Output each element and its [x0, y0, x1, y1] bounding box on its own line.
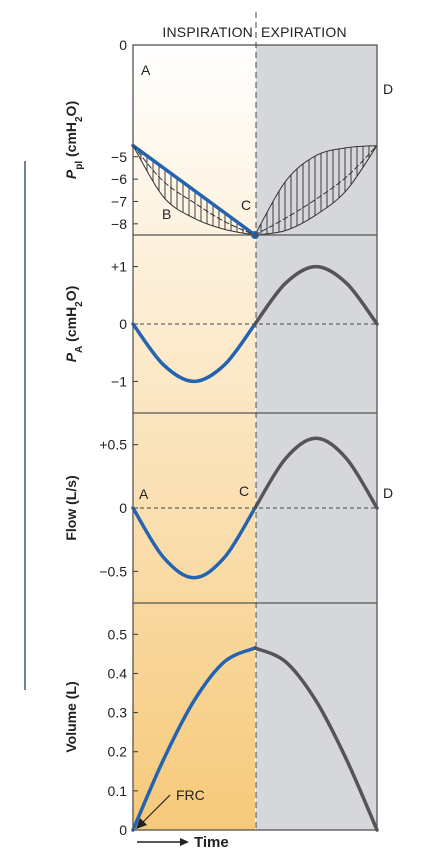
plot-frame	[132, 44, 378, 831]
frc-annotation: FRC	[176, 787, 205, 803]
ytick-label-volume-1: 0.1	[108, 783, 128, 799]
ytick-label-alveolar_pressure-1: 0	[119, 316, 127, 332]
series-line-volume-expiration-1	[253, 646, 379, 832]
series-line-volume-inspiration-0	[131, 646, 257, 832]
frc-arrow	[141, 794, 171, 824]
series-line-pleural_pressure-inspiration-1	[132, 145, 256, 236]
ytick-label-pleural_pressure-0: 0	[119, 37, 127, 53]
point-label-a-flow: A	[139, 486, 149, 502]
series-line-alveolar_pressure-expiration-1	[253, 264, 379, 326]
ytick-label-volume-5: 0.5	[108, 626, 128, 642]
point-label-c-ppl: C	[241, 197, 251, 213]
frc-arrowhead	[136, 818, 147, 829]
point-label-c-flow: C	[239, 483, 249, 499]
expiration-header: EXPIRATION	[261, 24, 347, 40]
time-arrowhead	[180, 838, 189, 846]
ytick-label-pleural_pressure-2: −6	[111, 171, 127, 187]
series-line-pleural_pressure-inspiration-0	[131, 143, 257, 237]
ytick-label-pleural_pressure-3: −7	[111, 193, 127, 209]
ytick-label-volume-3: 0.3	[108, 705, 128, 721]
point-label-b-ppl: B	[162, 206, 171, 222]
time-axis-label: Time	[194, 834, 229, 851]
ytick-label-volume-4: 0.4	[108, 665, 128, 681]
series-line-pleural_pressure-expiration-4	[254, 145, 378, 236]
point-label-d-ppl: D	[383, 81, 393, 97]
series-line-flow-inspiration-0	[131, 506, 257, 580]
ytick-label-volume-2: 0.2	[108, 744, 128, 760]
ytick-label-flow-0: +0.5	[99, 437, 127, 453]
ytick-label-alveolar_pressure-2: −1	[111, 373, 127, 389]
series-line-pleural_pressure-inspiration-2	[132, 145, 256, 236]
series-line-alveolar_pressure-inspiration-0	[131, 322, 257, 384]
ytick-label-flow-1: 0	[119, 500, 127, 516]
series-line-pleural_pressure-expiration-3	[254, 145, 378, 236]
inspiration-header: INSPIRATION	[162, 24, 253, 40]
series-line-pleural_pressure-expiration-5	[254, 145, 378, 236]
pa-axis-label: PA (cmH2O)	[63, 286, 85, 363]
ytick-label-volume-0: 0	[119, 822, 127, 838]
ppl-axis-label: Ppl (cmH2O)	[63, 101, 85, 179]
series-line-flow-expiration-1	[253, 436, 379, 510]
flow-axis-label: Flow (L/s)	[63, 475, 79, 540]
point-label-d-flow: D	[383, 485, 393, 501]
ytick-label-flow-2: −0.5	[99, 563, 127, 579]
ytick-label-pleural_pressure-4: −8	[111, 216, 127, 232]
ytick-label-alveolar_pressure-0: +1	[111, 259, 127, 275]
ytick-label-pleural_pressure-1: −5	[111, 149, 127, 165]
volume-axis-label: Volume (L)	[63, 681, 79, 752]
hatch-area-expiration	[255, 145, 377, 235]
point-label-a-ppl: A	[141, 62, 151, 78]
